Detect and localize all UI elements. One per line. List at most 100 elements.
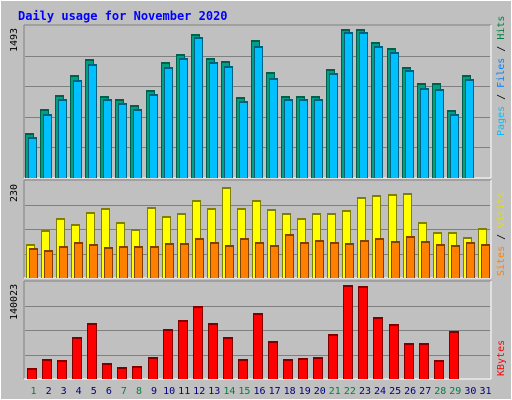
bar-files <box>150 96 157 178</box>
bar-sites <box>422 243 429 278</box>
bar-kbytes <box>133 368 141 379</box>
day-label: 12 <box>193 386 205 397</box>
bar-visits <box>358 199 365 278</box>
bar-visits <box>223 189 230 278</box>
bar-files <box>406 72 413 178</box>
bar-sites <box>30 250 37 278</box>
day-label: 9 <box>151 386 157 397</box>
day-label: 4 <box>76 386 82 397</box>
bar-visits <box>253 202 260 278</box>
bar-sites <box>90 246 97 278</box>
day-label: 3 <box>61 386 67 397</box>
bar-files <box>29 139 36 178</box>
bar-sites <box>105 249 112 278</box>
top-panel-max-label: 1493 <box>9 28 20 52</box>
bar-sites <box>316 242 323 278</box>
bar-visits <box>389 196 396 278</box>
day-label: 5 <box>91 386 97 397</box>
legend-sites: Sites <box>496 246 507 276</box>
bar-sites <box>361 242 368 278</box>
bar-files <box>436 91 443 178</box>
legend-separator: / <box>496 88 507 106</box>
bar-files <box>225 68 232 178</box>
day-label: 1 <box>30 386 36 397</box>
day-label: 19 <box>299 386 311 397</box>
bottom-panel-max-label: 140023 <box>9 284 20 320</box>
bar-kbytes <box>359 288 367 379</box>
bar-visits <box>102 210 109 278</box>
day-label: 8 <box>136 386 142 397</box>
bar-sites <box>75 244 82 278</box>
bar-kbytes <box>269 343 277 379</box>
bar-sites <box>241 240 248 278</box>
legend-separator: / <box>496 40 507 58</box>
bar-sites <box>346 245 353 278</box>
bar-kbytes <box>28 370 36 379</box>
legend: Pages / Files / Hits Sites / Visits KBytes <box>496 16 507 376</box>
bar-kbytes <box>329 336 337 379</box>
bar-files <box>74 82 81 178</box>
day-label: 14 <box>223 386 235 397</box>
day-label: 16 <box>253 386 265 397</box>
bar-kbytes <box>164 331 172 379</box>
day-label: 31 <box>479 386 491 397</box>
bar-sites <box>271 247 278 278</box>
bar-files <box>451 116 458 178</box>
bottom-panel <box>23 280 492 380</box>
chart-title: Daily usage for November 2020 <box>18 9 228 23</box>
bar-kbytes <box>224 339 232 379</box>
bar-files <box>421 90 428 178</box>
bar-sites <box>196 240 203 278</box>
bar-kbytes <box>149 359 157 379</box>
legend-top: Pages / Files / Hits <box>496 16 507 136</box>
middle-panel <box>23 179 492 279</box>
day-label: 25 <box>389 386 401 397</box>
bar-kbytes <box>435 362 443 379</box>
legend-bottom: KBytes <box>496 340 507 376</box>
bar-files <box>119 105 126 178</box>
legend-separator: / <box>496 228 507 246</box>
bar-visits <box>268 211 275 278</box>
bar-files <box>315 101 322 178</box>
legend-files: Files <box>496 58 507 88</box>
bar-files <box>89 66 96 178</box>
day-label: 17 <box>269 386 281 397</box>
bar-sites <box>166 245 173 278</box>
bar-sites <box>151 248 158 278</box>
bar-kbytes <box>374 319 382 379</box>
day-label: 13 <box>208 386 220 397</box>
bar-sites <box>256 244 263 278</box>
bar-kbytes <box>179 322 187 379</box>
day-label: 20 <box>314 386 326 397</box>
top-panel <box>23 24 492 179</box>
bar-sites <box>331 244 338 278</box>
bar-files <box>180 60 187 178</box>
bar-files <box>44 116 51 178</box>
bar-kbytes <box>420 345 428 379</box>
day-label: 28 <box>434 386 446 397</box>
day-label: 11 <box>178 386 190 397</box>
bar-kbytes <box>314 359 322 379</box>
bar-visits <box>148 209 155 278</box>
bar-sites <box>407 238 414 278</box>
day-label: 23 <box>359 386 371 397</box>
bar-sites <box>286 236 293 278</box>
bar-sites <box>437 246 444 278</box>
legend-hits: Hits <box>496 16 507 40</box>
bar-files <box>240 103 247 178</box>
bar-sites <box>45 252 52 278</box>
bar-kbytes <box>209 325 217 379</box>
bar-sites <box>467 244 474 278</box>
bar-sites <box>452 247 459 278</box>
day-label: 6 <box>106 386 112 397</box>
bar-files <box>391 54 398 178</box>
day-label: 7 <box>121 386 127 397</box>
bar-files <box>375 48 382 178</box>
bar-kbytes <box>405 345 413 379</box>
bar-kbytes <box>73 339 81 379</box>
bar-files <box>466 81 473 178</box>
bar-kbytes <box>88 325 96 379</box>
day-label: 26 <box>404 386 416 397</box>
